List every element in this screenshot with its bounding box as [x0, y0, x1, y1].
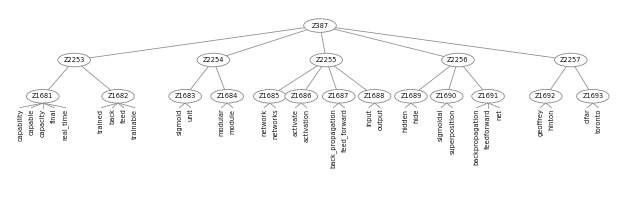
Text: Z387: Z387	[312, 23, 328, 29]
Text: trained: trained	[98, 109, 104, 132]
Text: geoffrey: geoffrey	[537, 109, 543, 136]
Text: Z2253: Z2253	[63, 57, 85, 63]
Ellipse shape	[253, 89, 286, 103]
Text: Z1686: Z1686	[291, 93, 312, 99]
Ellipse shape	[472, 89, 504, 103]
Ellipse shape	[310, 53, 342, 67]
Text: final: final	[51, 109, 57, 123]
Text: output: output	[377, 109, 383, 130]
Text: Z2256: Z2256	[447, 57, 468, 63]
Text: Z2255: Z2255	[316, 57, 337, 63]
Ellipse shape	[102, 89, 134, 103]
Text: network: network	[261, 109, 267, 136]
Text: hide: hide	[413, 109, 420, 123]
Ellipse shape	[58, 53, 90, 67]
Ellipse shape	[430, 89, 463, 103]
Text: activation: activation	[304, 109, 310, 142]
Ellipse shape	[442, 53, 474, 67]
Ellipse shape	[304, 19, 336, 32]
Text: modular: modular	[218, 109, 225, 136]
Text: activate: activate	[292, 109, 298, 135]
Ellipse shape	[169, 89, 202, 103]
Text: trainable: trainable	[132, 109, 138, 139]
Text: real_time: real_time	[62, 109, 68, 140]
Text: back_propagation: back_propagation	[330, 109, 337, 168]
Text: Z1690: Z1690	[436, 93, 458, 99]
Text: capable: capable	[29, 109, 35, 135]
Text: hinton: hinton	[548, 109, 554, 130]
Ellipse shape	[577, 89, 609, 103]
Ellipse shape	[285, 89, 317, 103]
Text: capacity: capacity	[40, 109, 46, 137]
Text: Z1687: Z1687	[328, 93, 349, 99]
Text: feed_forward: feed_forward	[341, 109, 348, 152]
Text: Z1689: Z1689	[400, 93, 422, 99]
Text: unit: unit	[188, 109, 194, 121]
Text: backpropagation: backpropagation	[474, 109, 480, 165]
Ellipse shape	[529, 89, 562, 103]
Text: hidden: hidden	[403, 109, 408, 131]
Text: back: back	[109, 109, 115, 124]
Text: Z1682: Z1682	[108, 93, 129, 99]
Text: Z1684: Z1684	[216, 93, 238, 99]
Ellipse shape	[26, 89, 59, 103]
Text: superposition: superposition	[449, 109, 455, 154]
Text: Z1681: Z1681	[32, 93, 53, 99]
Text: module: module	[230, 109, 236, 133]
Text: toronto: toronto	[595, 109, 602, 133]
Ellipse shape	[323, 89, 355, 103]
Text: sigmoid: sigmoid	[177, 109, 182, 135]
Text: Z1691: Z1691	[477, 93, 499, 99]
Text: input: input	[366, 109, 372, 126]
Text: Z1693: Z1693	[582, 93, 604, 99]
Text: Z2254: Z2254	[203, 57, 224, 63]
Ellipse shape	[211, 89, 243, 103]
Ellipse shape	[555, 53, 587, 67]
Text: Z1692: Z1692	[535, 93, 556, 99]
Ellipse shape	[358, 89, 391, 103]
Text: capability: capability	[17, 109, 23, 141]
Text: cifar: cifar	[584, 109, 590, 123]
Text: Z1685: Z1685	[259, 93, 280, 99]
Text: feedforward: feedforward	[485, 109, 491, 149]
Text: net: net	[497, 109, 502, 120]
Text: Z2257: Z2257	[560, 57, 582, 63]
Ellipse shape	[197, 53, 230, 67]
Ellipse shape	[395, 89, 428, 103]
Text: Z1688: Z1688	[364, 93, 385, 99]
Text: Z1683: Z1683	[175, 93, 196, 99]
Text: feed: feed	[121, 109, 127, 123]
Text: sigmoidal: sigmoidal	[438, 109, 444, 141]
Text: networks: networks	[273, 109, 278, 139]
